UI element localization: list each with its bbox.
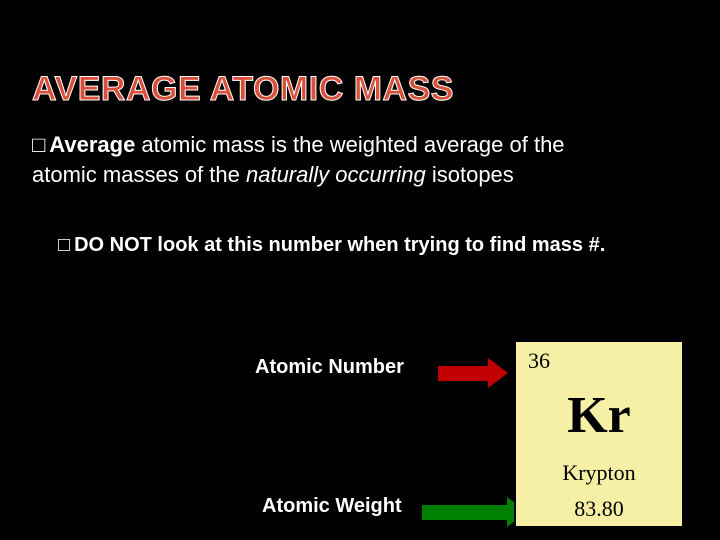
bullet-tail: isotopes: [426, 162, 514, 187]
bullet-sub-text: DO NOT look at this number when trying t…: [74, 234, 605, 256]
element-tile: 36 Kr Krypton 83.80: [514, 340, 684, 528]
bullet-marker: □: [32, 132, 45, 157]
label-atomic-weight: Atomic Weight: [262, 495, 402, 518]
arrow-atomic-number: [438, 358, 508, 388]
element-weight: 83.80: [516, 496, 682, 522]
arrow-shaft: [422, 505, 507, 520]
bullet-italic: naturally occurring: [246, 162, 426, 187]
bullet-main: □Average atomic mass is the weighted ave…: [32, 130, 600, 189]
slide-title: AVERAGE ATOMIC MASS: [32, 70, 454, 109]
arrow-head-icon: [488, 358, 508, 388]
arrow-atomic-weight: [422, 497, 527, 527]
bullet-sub-marker: □: [58, 234, 70, 256]
element-name: Krypton: [516, 460, 682, 486]
arrow-shaft: [438, 366, 488, 381]
label-atomic-number: Atomic Number: [255, 356, 404, 379]
bullet-sub: □DO NOT look at this number when trying …: [58, 232, 630, 259]
element-symbol: Kr: [516, 386, 682, 445]
element-atomic-number: 36: [528, 348, 550, 374]
bullet-lead: Average: [49, 132, 135, 157]
